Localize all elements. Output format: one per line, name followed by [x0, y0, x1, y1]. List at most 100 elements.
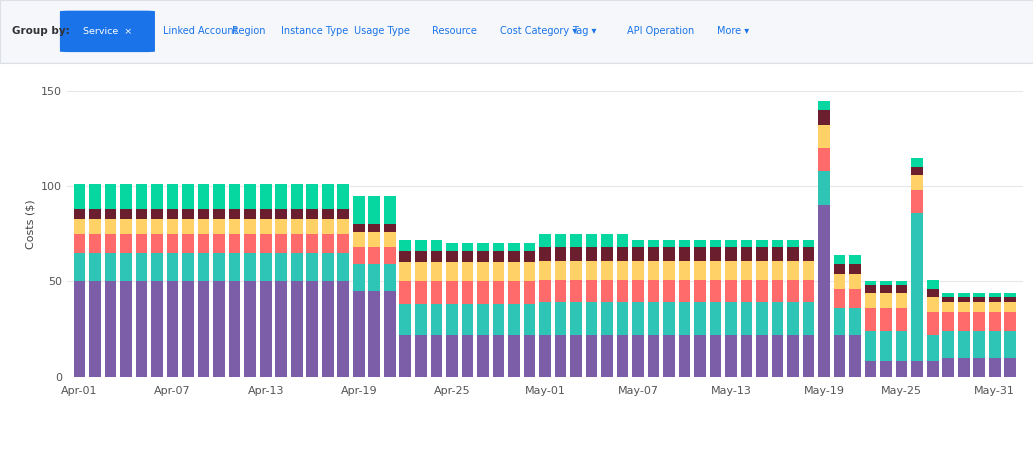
Bar	[151, 281, 163, 377]
Bar	[400, 251, 411, 262]
Bar	[880, 331, 891, 361]
Bar	[73, 209, 86, 219]
Bar	[431, 335, 442, 377]
Bar	[741, 335, 752, 377]
Bar	[942, 297, 954, 302]
Bar	[182, 209, 194, 219]
Bar	[632, 247, 644, 260]
Bar	[586, 335, 597, 377]
Bar	[166, 209, 179, 219]
Bar	[710, 302, 721, 335]
Bar	[896, 361, 908, 377]
Bar	[135, 209, 148, 219]
Bar	[865, 331, 876, 361]
Bar	[601, 260, 613, 279]
Bar	[787, 260, 799, 279]
Bar	[214, 281, 225, 377]
Bar	[104, 219, 117, 234]
Bar	[260, 253, 272, 281]
Bar	[477, 243, 489, 251]
Bar	[477, 251, 489, 262]
Bar	[539, 279, 551, 302]
Bar	[818, 126, 829, 148]
Bar	[818, 110, 829, 126]
Bar	[353, 232, 365, 247]
Bar	[104, 253, 117, 281]
Bar	[896, 293, 908, 308]
Bar	[338, 185, 349, 209]
Bar	[803, 302, 814, 335]
Bar	[772, 279, 783, 302]
Bar	[570, 279, 582, 302]
Bar	[911, 213, 924, 361]
Bar	[462, 243, 473, 251]
Bar	[617, 260, 628, 279]
Bar	[865, 293, 876, 308]
Bar	[601, 335, 613, 377]
Text: Linked Account: Linked Account	[163, 27, 238, 36]
Bar	[1004, 312, 1016, 331]
Bar	[446, 304, 458, 335]
Bar	[524, 335, 535, 377]
Bar	[431, 262, 442, 281]
Bar	[896, 331, 908, 361]
Bar	[710, 279, 721, 302]
Bar	[989, 297, 1001, 302]
Bar	[307, 253, 318, 281]
Bar	[524, 243, 535, 251]
Bar	[493, 304, 504, 335]
Bar	[896, 281, 908, 286]
Bar	[942, 358, 954, 377]
Bar	[989, 358, 1001, 377]
Bar	[648, 239, 659, 247]
Bar	[818, 171, 829, 206]
Bar	[182, 185, 194, 209]
Bar	[973, 293, 985, 297]
Bar	[245, 253, 256, 281]
Bar	[865, 286, 876, 293]
Bar	[73, 219, 86, 234]
Bar	[555, 260, 566, 279]
Bar	[166, 281, 179, 377]
Bar	[89, 185, 101, 209]
Bar	[384, 232, 396, 247]
Bar	[198, 185, 210, 209]
Bar	[586, 234, 597, 247]
Bar	[462, 304, 473, 335]
Bar	[260, 219, 272, 234]
Bar	[570, 260, 582, 279]
Bar	[694, 239, 706, 247]
Bar	[679, 260, 690, 279]
Bar	[679, 335, 690, 377]
Bar	[166, 253, 179, 281]
Bar	[772, 239, 783, 247]
Bar	[725, 260, 737, 279]
Bar	[493, 262, 504, 281]
Bar	[679, 247, 690, 260]
Bar	[229, 234, 241, 253]
Bar	[787, 335, 799, 377]
Bar	[586, 260, 597, 279]
Bar	[601, 302, 613, 335]
Bar	[524, 304, 535, 335]
Bar	[756, 239, 768, 247]
Bar	[632, 260, 644, 279]
Bar	[803, 335, 814, 377]
Text: Tag ▾: Tag ▾	[572, 27, 597, 36]
Bar	[260, 281, 272, 377]
Bar	[307, 281, 318, 377]
Bar	[772, 247, 783, 260]
Bar	[166, 234, 179, 253]
Bar	[632, 302, 644, 335]
Bar	[849, 255, 860, 264]
Bar	[73, 281, 86, 377]
Bar	[834, 289, 845, 308]
Bar	[555, 279, 566, 302]
Bar	[570, 234, 582, 247]
Bar	[120, 185, 132, 209]
Bar	[865, 281, 876, 286]
Bar	[989, 312, 1001, 331]
Bar	[958, 358, 970, 377]
Text: Cost Category ▾: Cost Category ▾	[500, 27, 577, 36]
Bar	[120, 234, 132, 253]
